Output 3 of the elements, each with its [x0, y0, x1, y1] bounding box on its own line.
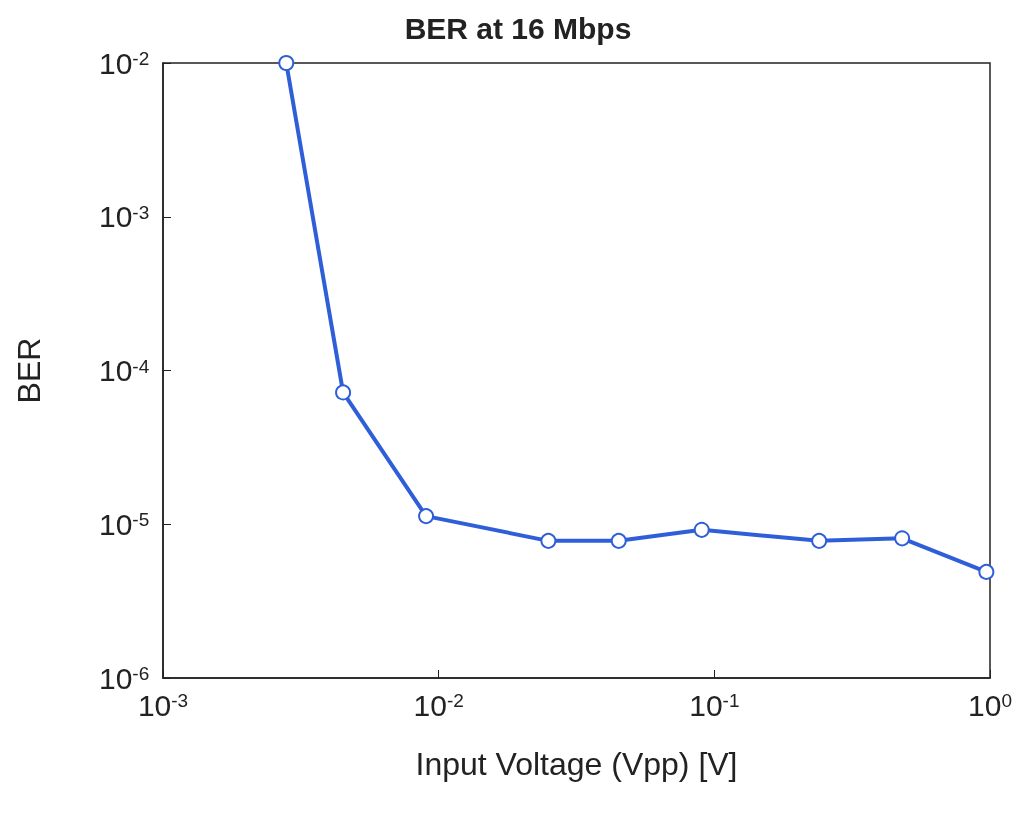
x-axis-title: Input Voltage (Vpp) [V] — [415, 746, 738, 782]
y-axis-title: BER — [11, 337, 47, 404]
chart-title: BER at 16 Mbps — [404, 11, 632, 45]
